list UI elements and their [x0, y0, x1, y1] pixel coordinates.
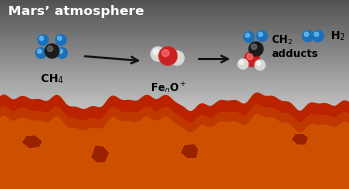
Circle shape — [251, 44, 257, 49]
Circle shape — [39, 36, 44, 40]
Circle shape — [304, 32, 309, 36]
Circle shape — [257, 31, 267, 41]
Circle shape — [153, 49, 159, 54]
Polygon shape — [90, 145, 110, 163]
Circle shape — [59, 49, 62, 53]
Circle shape — [170, 51, 184, 65]
Polygon shape — [180, 143, 199, 159]
Circle shape — [259, 32, 262, 36]
Circle shape — [151, 47, 165, 61]
Circle shape — [57, 48, 67, 58]
Text: Fe$_n$O$^+$: Fe$_n$O$^+$ — [150, 80, 186, 95]
Text: CH$_2$
adducts: CH$_2$ adducts — [271, 33, 318, 59]
Circle shape — [240, 60, 244, 64]
Circle shape — [58, 36, 61, 40]
Circle shape — [255, 60, 265, 70]
Circle shape — [249, 42, 263, 56]
Polygon shape — [291, 133, 309, 145]
Text: CH$_4$: CH$_4$ — [40, 72, 64, 86]
Circle shape — [246, 33, 250, 37]
Circle shape — [38, 49, 42, 53]
Circle shape — [47, 46, 53, 51]
Circle shape — [314, 32, 319, 36]
Circle shape — [45, 44, 59, 58]
Circle shape — [56, 35, 66, 45]
Circle shape — [303, 30, 313, 42]
Text: Mars’ atmosphere: Mars’ atmosphere — [8, 5, 144, 18]
Circle shape — [162, 50, 169, 57]
Circle shape — [244, 32, 254, 42]
Circle shape — [245, 51, 260, 67]
Circle shape — [38, 35, 48, 45]
Polygon shape — [21, 135, 43, 149]
Circle shape — [159, 47, 177, 65]
Circle shape — [312, 30, 324, 42]
Circle shape — [36, 48, 46, 58]
Circle shape — [238, 59, 248, 69]
Circle shape — [257, 61, 260, 65]
Text: H$_2$: H$_2$ — [330, 29, 346, 43]
Circle shape — [247, 54, 253, 60]
Circle shape — [172, 53, 178, 58]
